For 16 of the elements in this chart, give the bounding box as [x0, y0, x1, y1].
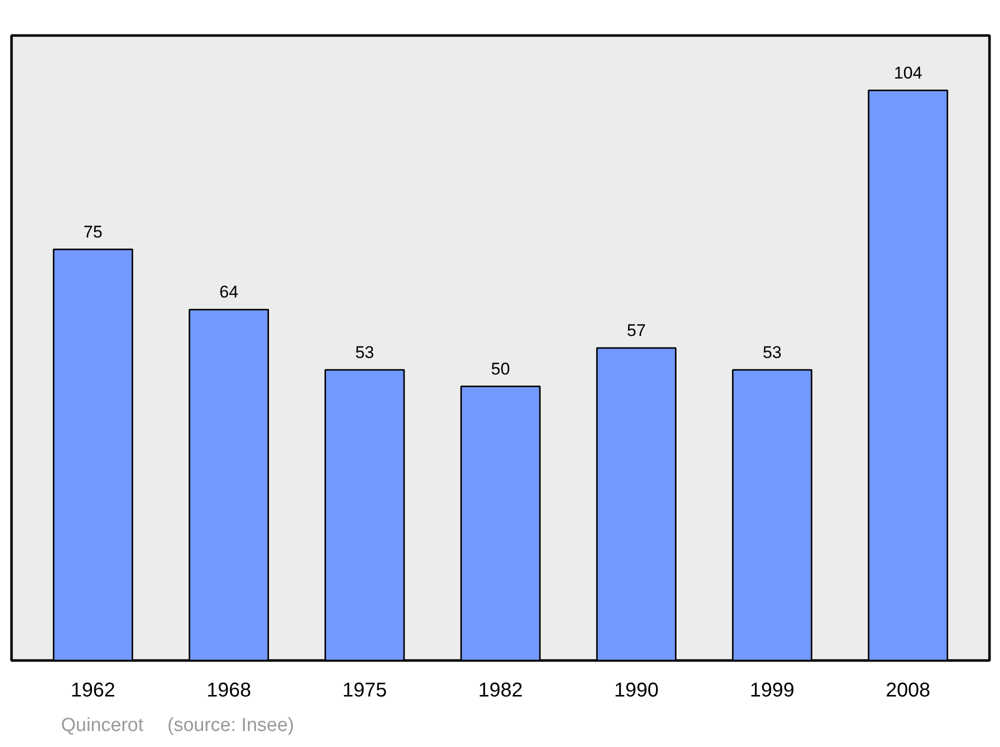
x-tick-label: 2008 [886, 680, 930, 702]
x-tick-label: 1982 [478, 680, 523, 702]
x-tick-label: 1975 [342, 680, 387, 702]
text: (source: Insee) [167, 715, 294, 736]
data-label: 104 [894, 63, 922, 82]
data-label: 53 [762, 342, 782, 362]
data-label: 75 [84, 222, 102, 242]
data-label: 57 [626, 321, 646, 340]
data-label: 64 [219, 282, 238, 302]
data-label: 53 [355, 342, 374, 362]
data-label: 50 [491, 359, 510, 378]
x-tick-label: 1999 [750, 680, 794, 702]
x-tick-label: 1962 [70, 680, 116, 702]
x-tick-label: 1990 [614, 680, 659, 702]
text: Quincerot [61, 715, 144, 736]
x-tick-label: 1968 [206, 680, 252, 702]
